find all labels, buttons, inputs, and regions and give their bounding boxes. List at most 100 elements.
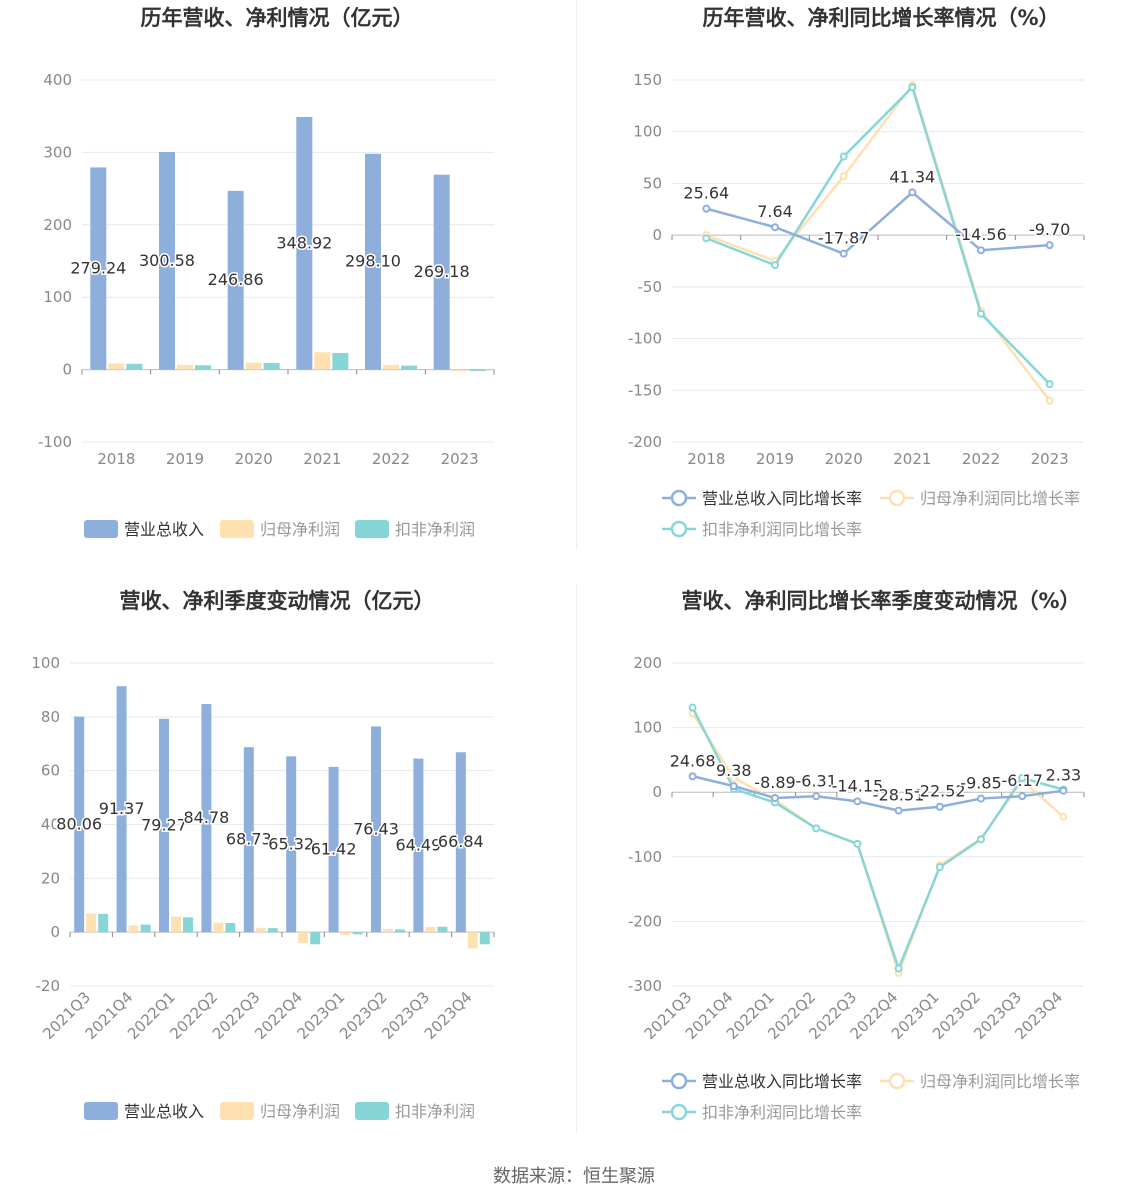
legend-swatch (670, 1103, 688, 1121)
y-tick-label: -50 (638, 278, 663, 296)
chart-svg: -200204060801002021Q32021Q42022Q12022Q22… (31, 654, 495, 1121)
legend-label: 扣非净利润 (395, 1102, 475, 1121)
bar-1 (255, 927, 266, 933)
data-label: 298.10 (345, 252, 401, 271)
data-label: 7.64 (757, 202, 793, 221)
series-point-2 (688, 703, 697, 712)
y-tick-label: -300 (628, 977, 662, 995)
legend-swatch (220, 520, 254, 538)
bar-1 (451, 369, 468, 372)
y-tick-label: 150 (633, 71, 662, 89)
bar-1 (213, 922, 224, 933)
chart-title: 营收、净利同比增长率季度变动情况（%） (681, 589, 1081, 613)
series-line-2 (705, 84, 1051, 385)
legend-label: 归母净利润 (260, 520, 340, 539)
data-label: -28.51 (873, 786, 925, 805)
series-point-2 (1018, 773, 1027, 782)
chart-svg: -200 -150 -100 -50 0 50 100 150 2018 2019 2020 2021… (628, 71, 1085, 539)
legend-swatch (220, 1102, 254, 1120)
divider-top (576, 0, 577, 550)
series-point-1 (839, 172, 848, 181)
y-tick-label: 100 (633, 719, 662, 737)
series-line-0 (692, 775, 1064, 812)
legend-label: 营业总收入同比增长率 (702, 1072, 862, 1091)
x-tick-label: 2018 (687, 450, 725, 468)
legend-swatch (355, 520, 389, 538)
y-tick-label: 400 (43, 71, 72, 89)
annual-revenue-profit-chart: 历年营收、净利情况（亿元） -100 0 100 200 300 400 2018 2019 2… (0, 0, 574, 582)
x-tick-label: 2022 (962, 450, 1000, 468)
bar-2 (352, 932, 363, 935)
bar-0 (413, 758, 424, 933)
series-point-2 (935, 863, 944, 872)
bar-0 (90, 167, 107, 370)
data-label: 2.33 (1046, 766, 1082, 785)
legend-swatch (888, 489, 906, 507)
series-point-0 (853, 797, 862, 806)
series-point-2 (771, 261, 779, 270)
series-point-0 (812, 792, 821, 801)
legend-swatch (888, 1072, 906, 1090)
x-tick-label: 2023 (1031, 450, 1069, 468)
data-label: -8.89 (754, 773, 795, 792)
series-point-2 (1045, 380, 1054, 389)
legend-swatch (670, 489, 688, 507)
bar-1 (86, 913, 97, 933)
series-point-0 (935, 802, 944, 811)
data-label: 79.27 (141, 815, 187, 834)
bar-1 (425, 927, 436, 933)
series-point-0 (977, 794, 985, 803)
bar-2 (310, 932, 321, 945)
y-tick-label: 0 (652, 226, 662, 244)
legend-label: 扣非净利润 (395, 520, 475, 539)
y-tick-label: -200 (628, 912, 662, 930)
y-tick-label: -20 (36, 977, 61, 995)
data-label: 246.86 (208, 270, 264, 289)
bar-1 (298, 932, 309, 943)
bar-0 (328, 766, 339, 933)
data-label: 41.34 (889, 167, 935, 186)
data-label: 66.84 (438, 832, 484, 851)
data-label: -14.56 (955, 225, 1007, 244)
bar-0 (159, 718, 169, 933)
y-tick-label: -150 (628, 381, 662, 399)
bar-2 (395, 929, 405, 933)
series-point-0 (1018, 792, 1027, 801)
data-label: -22.52 (914, 782, 966, 801)
divider-bottom (576, 583, 577, 1133)
y-tick-label: 200 (43, 216, 72, 234)
x-tick-label: 2020 (825, 450, 863, 468)
legend-label: 营业总收入 (124, 1102, 204, 1121)
legend-label: 扣非净利润同比增长率 (702, 1103, 862, 1122)
bar-0 (243, 747, 254, 933)
chart-title: 历年营收、净利同比增长率情况（%） (702, 6, 1060, 30)
legend-label: 营业总收入同比增长率 (702, 489, 862, 508)
data-label: 76.43 (353, 819, 399, 838)
legend-swatch (84, 520, 118, 538)
bar-2 (225, 923, 236, 933)
bar-2 (469, 369, 486, 372)
series-point-0 (908, 188, 917, 197)
x-tick-label: 2020 (235, 450, 273, 468)
data-label: 68.73 (226, 830, 272, 849)
series-point-0 (771, 793, 779, 802)
series-point-0 (977, 246, 985, 255)
legend-label: 营业总收入 (124, 520, 204, 539)
x-tick-label: 2022 (372, 450, 410, 468)
y-tick-label: 0 (62, 361, 72, 379)
bar-0 (365, 153, 381, 370)
legend-swatch (670, 520, 688, 538)
y-tick-label: 0 (50, 923, 60, 941)
series-point-0 (771, 223, 779, 232)
series-point-0 (729, 782, 738, 791)
x-tick-label: 2023Q4 (421, 988, 476, 1043)
series-point-2 (977, 835, 985, 844)
bar-2 (140, 924, 151, 933)
legend-swatch (84, 1102, 118, 1120)
y-tick-label: 300 (43, 143, 72, 161)
bar-1 (177, 364, 193, 370)
y-tick-label: 20 (41, 869, 60, 887)
legend-label: 归母净利润同比增长率 (920, 489, 1080, 508)
series-point-0 (1059, 786, 1068, 795)
x-tick-label: 2021 (893, 450, 931, 468)
